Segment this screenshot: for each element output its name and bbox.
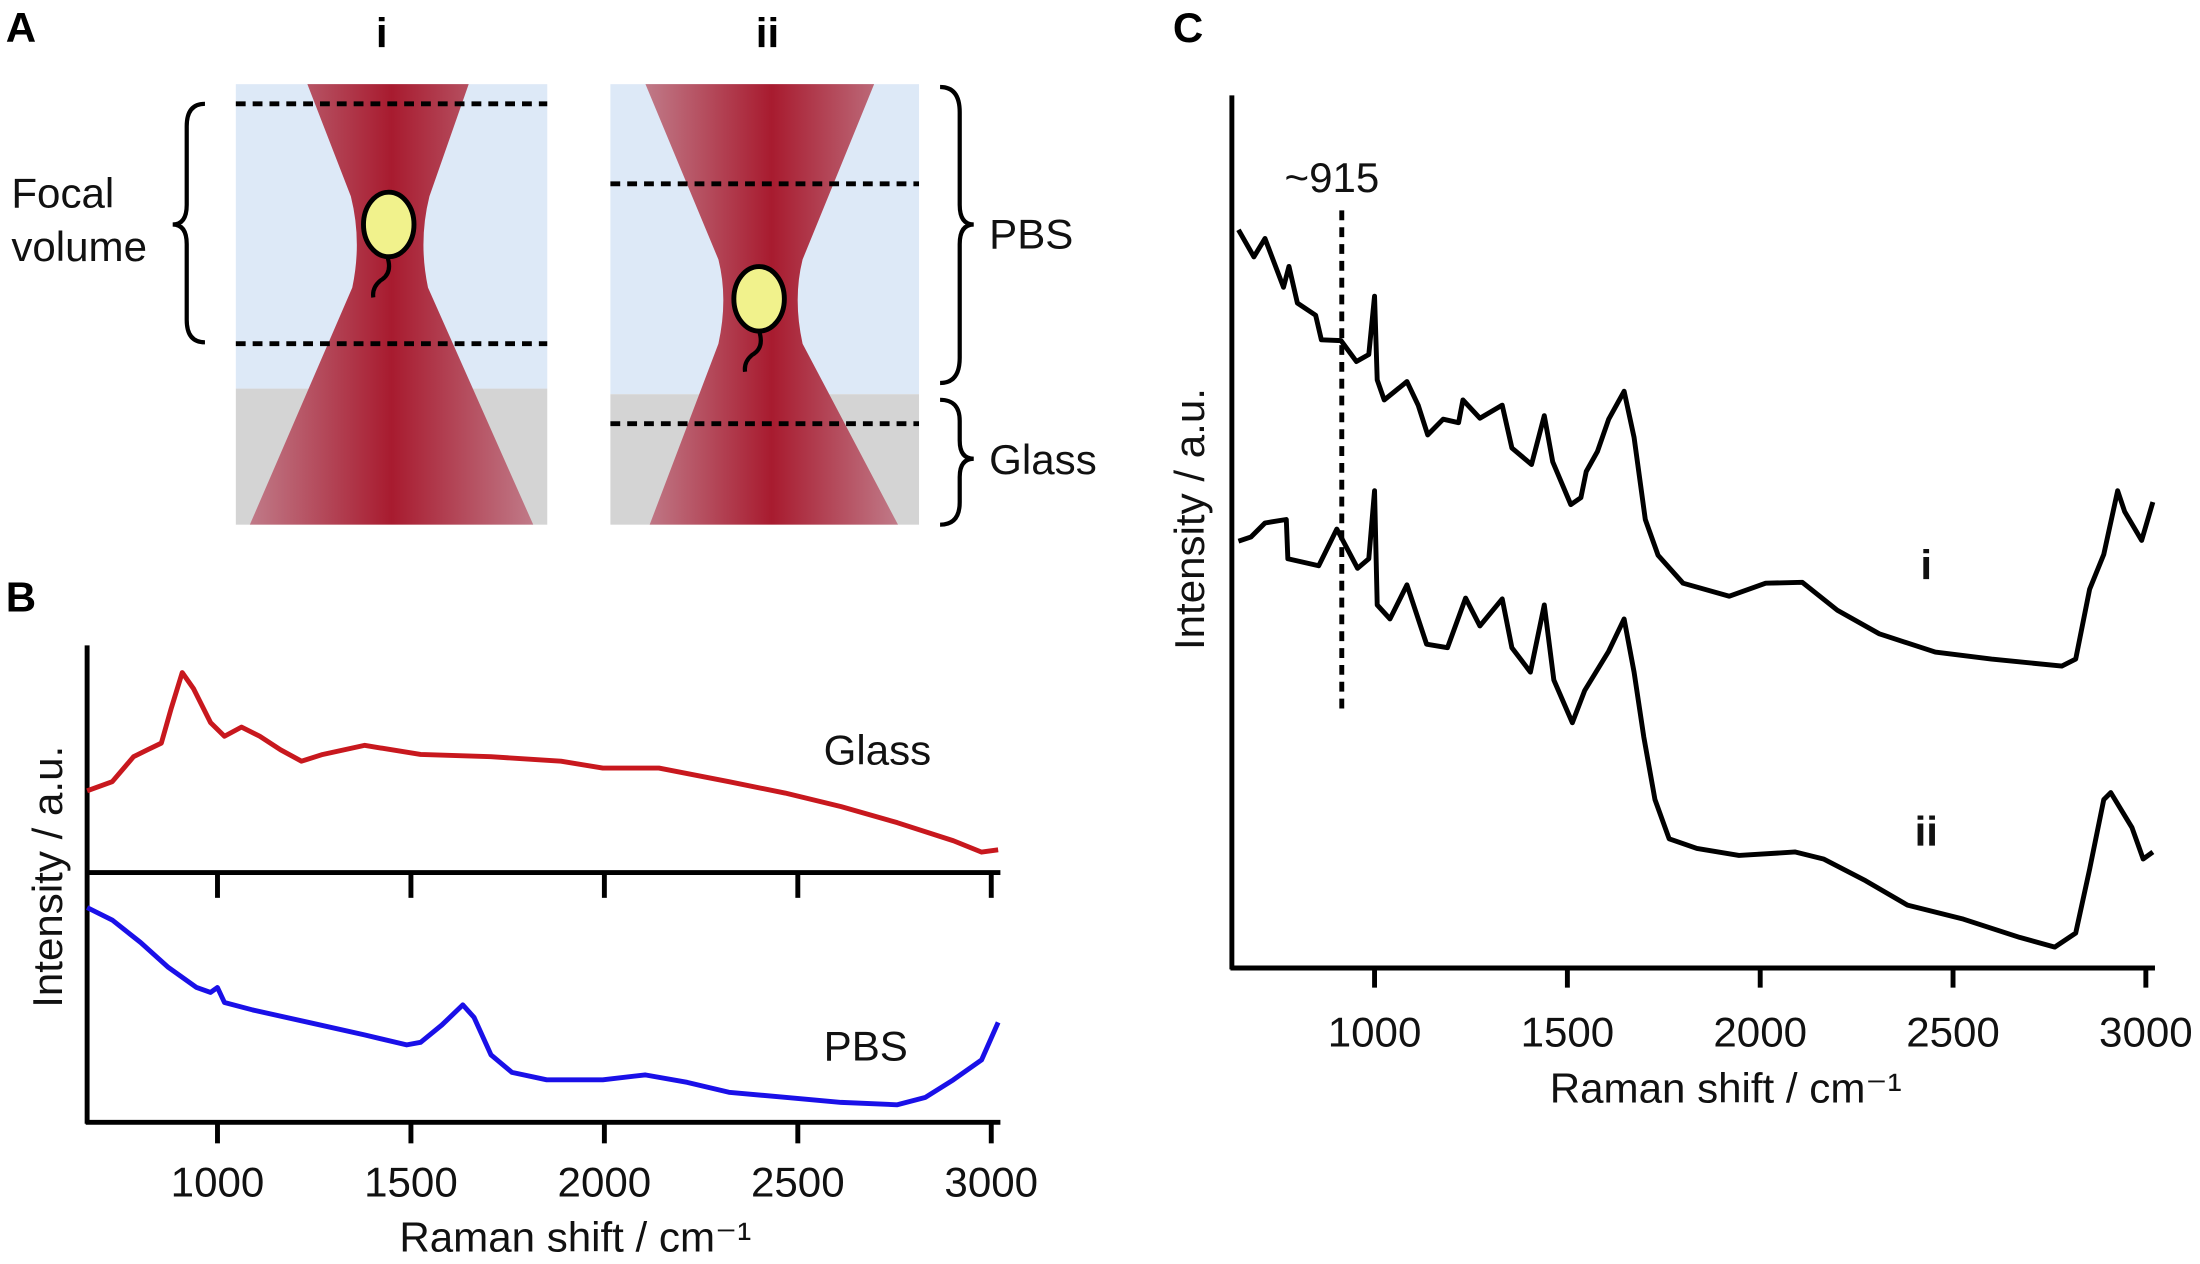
- cell-icon: [361, 189, 417, 298]
- laser-beam: [249, 84, 534, 525]
- focal-volume-label: volume: [11, 223, 147, 270]
- x-tick-label: 2500: [1906, 1009, 2000, 1056]
- x-tick-label: 1000: [1328, 1009, 1422, 1056]
- focal-volume-label: Focal: [11, 170, 114, 217]
- column-label-ii: ii: [756, 10, 779, 57]
- panel-a: A i ii Focal volume: [6, 4, 1097, 527]
- x-axis-label: Raman shift / cm⁻¹: [399, 1213, 751, 1260]
- x-tick-label: 3000: [944, 1159, 1038, 1206]
- series-line-pbs: [86, 905, 1001, 1108]
- series-line-i: [1236, 228, 2156, 669]
- series-label-i: i: [1920, 541, 1932, 588]
- panel-label-a: A: [6, 4, 36, 51]
- series-line-glass: [86, 670, 999, 855]
- pbs-label: PBS: [989, 210, 1073, 257]
- panel-b-chart: B 1000 1500 2000 2500 3000 Glass PBS Raman s…: [6, 574, 1038, 1261]
- series-label-pbs: PBS: [824, 1023, 908, 1070]
- x-axis-label: Raman shift / cm⁻¹: [1550, 1065, 1902, 1112]
- series-label-glass: Glass: [824, 727, 932, 774]
- panel-label-b: B: [6, 574, 36, 621]
- series-line-ii: [1237, 488, 2155, 950]
- x-tick-label: 2000: [1713, 1009, 1807, 1056]
- x-tick-label: 1500: [1521, 1009, 1615, 1056]
- x-tick-label: 2000: [558, 1159, 652, 1206]
- configuration-ii: PBS Glass: [610, 84, 1097, 527]
- x-tick-label: 1500: [364, 1159, 458, 1206]
- panel-c-chart: C 1000 1500 2000 2500 3000 ~915 i ii Raman s…: [1166, 4, 2193, 1112]
- x-tick-label: 2500: [751, 1159, 845, 1206]
- glass-brace: [939, 397, 974, 527]
- panel-label-c: C: [1173, 4, 1203, 51]
- column-label-i: i: [376, 10, 388, 57]
- x-tick-label: 3000: [2099, 1009, 2193, 1056]
- focal-volume-brace: [172, 101, 206, 345]
- annotation-label-915: ~915: [1285, 154, 1380, 201]
- x-tick-label: 1000: [171, 1159, 265, 1206]
- configuration-i: Focal volume: [11, 84, 548, 525]
- y-axis-label: Intensity / a.u.: [1166, 388, 1213, 650]
- glass-label: Glass: [989, 436, 1097, 483]
- cell-icon: [731, 264, 787, 373]
- pbs-brace: [939, 84, 974, 386]
- series-label-ii: ii: [1915, 808, 1938, 855]
- y-axis-label: Intensity / a.u.: [24, 746, 71, 1008]
